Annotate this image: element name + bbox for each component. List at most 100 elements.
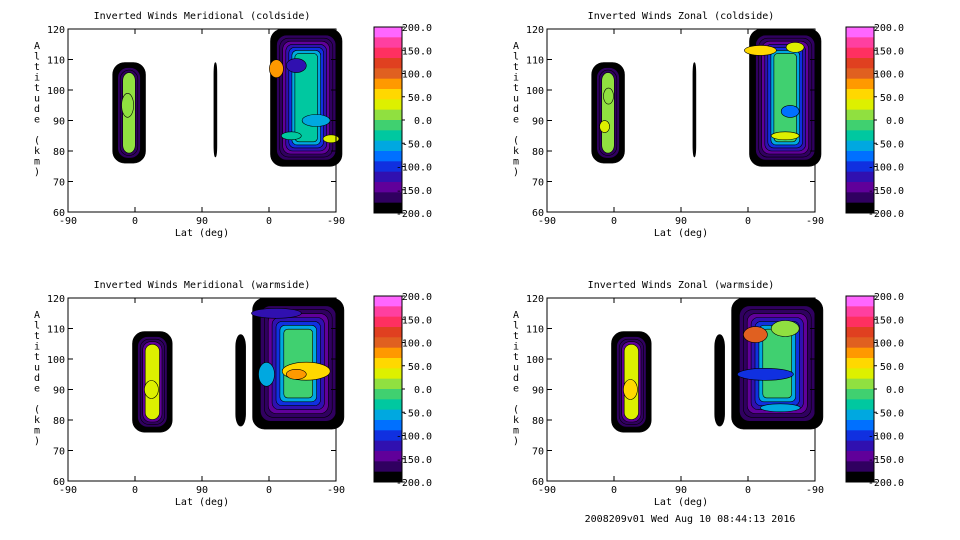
contour-feature	[599, 120, 610, 133]
colorbar-swatch	[846, 37, 874, 49]
colorbar-swatch	[846, 78, 874, 90]
colorbar-swatch	[846, 120, 874, 131]
colorbar-swatch	[374, 389, 402, 400]
colorbar-swatch	[374, 58, 402, 69]
chart-panel-2: Inverted Winds Zonal (coldside) -90 0 90 0 -9…	[513, 11, 904, 239]
colorbar-swatch	[846, 451, 874, 462]
colorbar-swatch	[374, 368, 402, 380]
y-tick-label: 80	[532, 416, 544, 427]
x-tick-label: 90	[196, 485, 208, 496]
colorbar-label: -100.0	[396, 163, 432, 174]
contour-feature	[280, 131, 302, 141]
colorbar-swatch	[374, 182, 402, 193]
contour-feature	[251, 307, 302, 319]
x-tick-label: 0	[611, 485, 617, 496]
colorbar-swatch	[846, 440, 874, 452]
y-tick-label: 80	[53, 147, 65, 158]
colorbar-swatch	[374, 99, 402, 111]
contour-band	[214, 62, 217, 157]
colorbar-swatch	[846, 368, 874, 380]
colorbar-label: 50.0	[408, 362, 432, 373]
colorbar-swatch	[846, 296, 874, 307]
colorbar-swatch	[846, 461, 874, 473]
y-tick-label: 90	[532, 117, 544, 128]
contour-feature	[285, 58, 307, 73]
colorbar-swatch	[846, 358, 874, 369]
x-tick-label: 0	[745, 216, 751, 227]
y-tick-label: 100	[47, 86, 65, 97]
chart-panel-4: Inverted Winds Zonal (warmside) -90 0 90 0 -9…	[513, 280, 904, 508]
colorbar-swatch	[846, 47, 874, 59]
colorbar-swatch	[374, 109, 402, 121]
y-tick-label: 60	[53, 208, 65, 219]
contour-feature	[269, 59, 284, 78]
colorbar-label: 150.0	[402, 46, 432, 57]
x-tick-label: -90	[806, 485, 824, 496]
y-tick-label: 90	[53, 386, 65, 397]
colorbar-swatch	[846, 327, 874, 338]
x-tick-label: -90	[327, 216, 345, 227]
chart-title: Inverted Winds Meridional (coldside)	[94, 11, 311, 22]
colorbar-swatch	[374, 451, 402, 462]
contour-feature	[743, 326, 768, 343]
contour-feature	[737, 367, 794, 381]
x-axis-label: Lat (deg)	[654, 228, 708, 239]
colorbar-label: -150.0	[868, 455, 904, 466]
colorbar-swatch	[374, 440, 402, 452]
colorbar-swatch	[846, 337, 874, 349]
y-tick-label: 70	[53, 447, 65, 458]
colorbar-swatch	[374, 296, 402, 307]
colorbar-swatch	[374, 192, 402, 204]
colorbar-swatch	[374, 37, 402, 49]
x-tick-label: -90	[59, 216, 77, 227]
x-tick-label: 0	[611, 216, 617, 227]
colorbar-swatch	[846, 316, 874, 328]
y-tick-label: 120	[526, 294, 544, 305]
colorbar-swatch	[374, 378, 402, 390]
colorbar-label: -100.0	[396, 432, 432, 443]
colorbar-label: 150.0	[874, 315, 904, 326]
y-tick-label: 100	[47, 355, 65, 366]
colorbar-label: -200.0	[396, 209, 432, 220]
colorbar-label: 50.0	[880, 93, 904, 104]
colorbar-swatch	[374, 140, 402, 152]
colorbar-label: 100.0	[402, 339, 432, 350]
colorbar-label: -200.0	[868, 209, 904, 220]
colorbar-swatch	[846, 378, 874, 390]
y-tick-label: 110	[526, 325, 544, 336]
colorbar-swatch	[846, 192, 874, 204]
x-tick-label: 0	[266, 485, 272, 496]
contour-band	[762, 328, 792, 399]
colorbar-label: 200.0	[402, 23, 432, 34]
y-tick-label: 120	[47, 294, 65, 305]
colorbar-label: 100.0	[874, 70, 904, 81]
contour-feature	[603, 87, 614, 105]
colorbar-swatch	[374, 461, 402, 473]
colorbar-swatch	[846, 471, 874, 483]
colorbar-label: -150.0	[868, 186, 904, 197]
colorbar-swatch	[846, 27, 874, 38]
y-tick-label: 110	[47, 56, 65, 67]
colorbar-swatch	[374, 89, 402, 100]
contour-feature	[301, 114, 331, 127]
contour-feature	[785, 41, 805, 53]
colorbar-swatch	[374, 151, 402, 162]
colorbar-swatch	[374, 420, 402, 431]
colorbar-label: -50.0	[874, 139, 904, 150]
colorbar-swatch	[374, 471, 402, 483]
colorbar-swatch	[846, 161, 874, 173]
x-axis-label: Lat (deg)	[654, 497, 708, 508]
colorbar-label: 0.0	[414, 385, 432, 396]
colorbar-label: -100.0	[868, 432, 904, 443]
colorbar-swatch	[846, 58, 874, 69]
y-tick-label: 100	[526, 355, 544, 366]
colorbar-swatch	[846, 347, 874, 359]
colorbar-swatch	[374, 130, 402, 142]
colorbar-swatch	[846, 389, 874, 400]
colorbar-label: -150.0	[396, 455, 432, 466]
colorbar-swatch	[374, 161, 402, 173]
colorbar-label: 200.0	[402, 292, 432, 303]
